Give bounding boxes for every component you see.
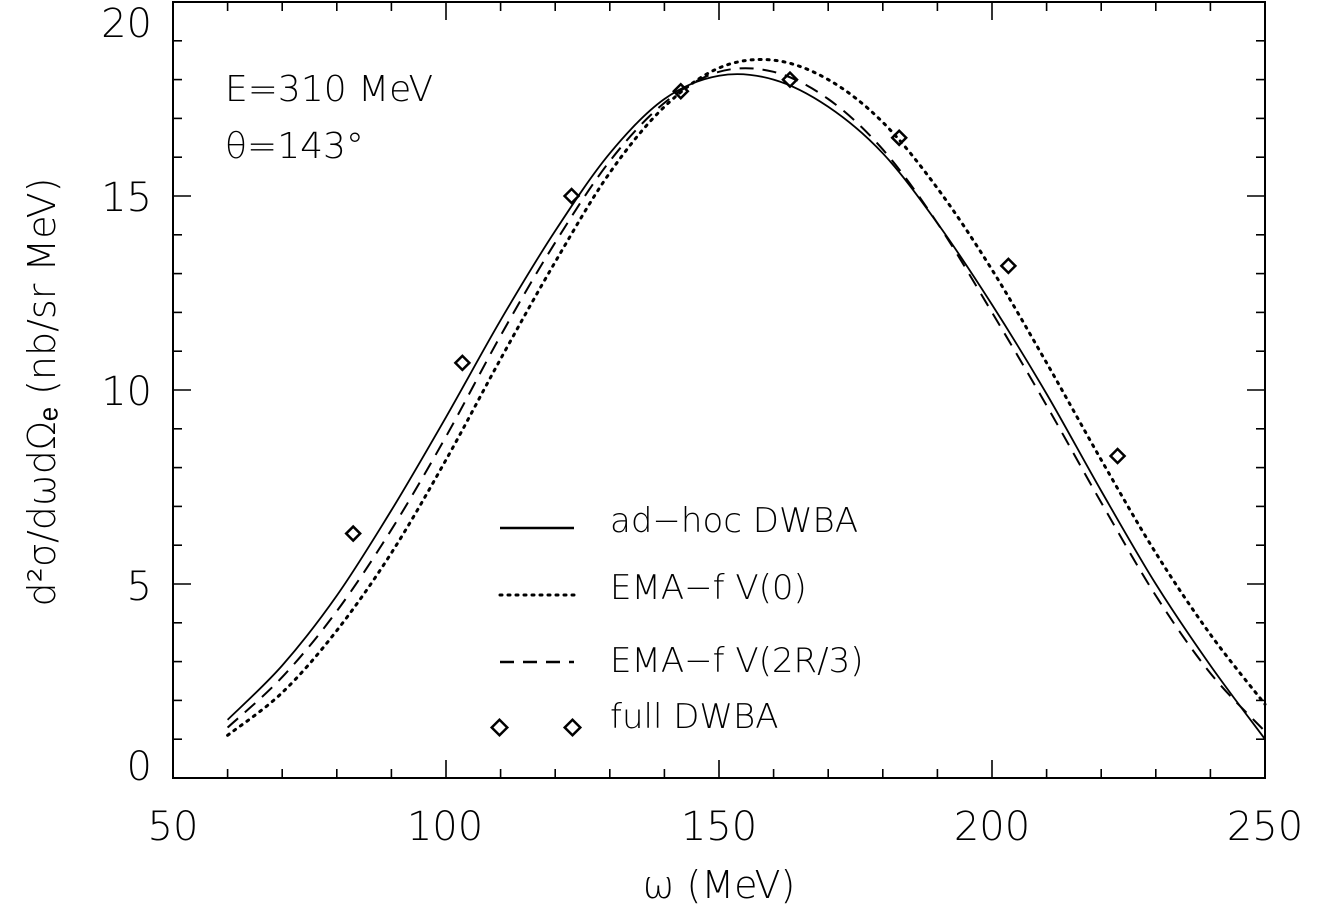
- x-tick-label: 250: [1227, 804, 1303, 850]
- y-axis-label: d²σ/dωdΩₑ (nb/sr MeV): [20, 178, 64, 607]
- y-tick-label: 10: [101, 369, 152, 415]
- x-tick-label: 200: [954, 804, 1030, 850]
- x-axis-label: ω (MeV): [643, 863, 796, 907]
- x-tick-label: 100: [407, 804, 483, 850]
- y-tick-label: 20: [101, 1, 152, 47]
- data-point-diamond: [781, 70, 799, 89]
- legend-marker-diamond: [489, 717, 510, 738]
- legend-marker-diamond: [562, 717, 583, 738]
- x-tick-label: 50: [148, 804, 199, 850]
- y-tick-label: 0: [127, 744, 152, 790]
- legend-label: ad−hoc DWBA: [610, 501, 858, 541]
- data-point-diamond: [1108, 447, 1127, 465]
- data-point-diamond: [672, 82, 690, 101]
- legend-label: EMA−f V(0): [610, 568, 807, 608]
- data-point-diamond: [999, 257, 1018, 275]
- data-point-diamond: [453, 354, 472, 372]
- data-point-diamond: [562, 187, 581, 205]
- legend-label: full DWBA: [610, 697, 779, 737]
- series-line-dotted: [226, 58, 1267, 737]
- series-line-solid: [226, 73, 1266, 740]
- x-tick-label: 150: [681, 804, 757, 850]
- series-line-dashed: [226, 67, 1266, 733]
- legend-label: EMA−f V(2R/3): [610, 641, 863, 681]
- y-tick-label: 5: [127, 564, 152, 610]
- data-point-diamond: [344, 524, 362, 543]
- angle-annotation: θ=143°: [225, 126, 364, 167]
- data-point-diamond: [890, 129, 908, 147]
- y-tick-label: 15: [101, 175, 152, 221]
- energy-annotation: E=310 MeV: [225, 69, 433, 110]
- legend: ad−hoc DWBA EMA−f V(0) EMA−f V(2R/3) ful…: [489, 501, 863, 738]
